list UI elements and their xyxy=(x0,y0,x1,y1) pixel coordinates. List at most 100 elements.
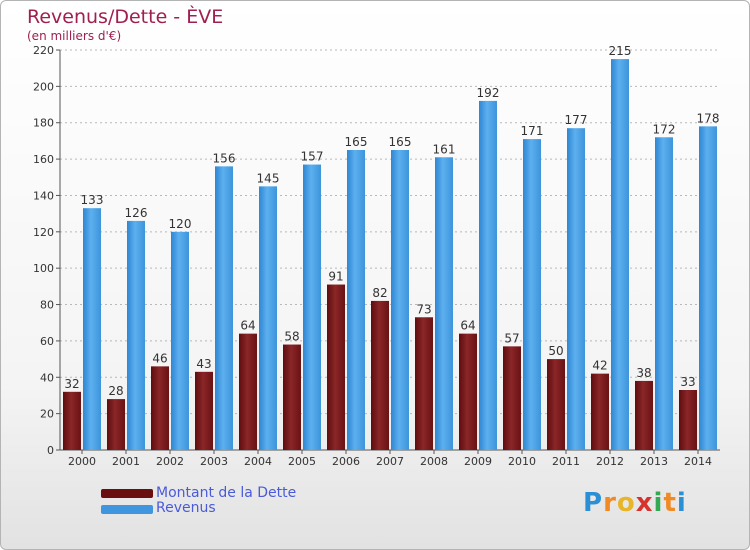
data-label-revenus: 165 xyxy=(345,135,368,149)
chart-subtitle: (en milliers d'€) xyxy=(27,29,122,43)
data-label-revenus: 178 xyxy=(697,111,720,125)
y-tick-label: 180 xyxy=(33,117,54,130)
bar-revenus xyxy=(699,126,717,450)
x-tick-label: 2006 xyxy=(332,455,360,468)
bar-debt xyxy=(503,346,521,450)
data-label-debt: 32 xyxy=(64,377,79,391)
bar-revenus xyxy=(435,157,453,451)
x-tick-label: 2007 xyxy=(376,455,404,468)
bar-debt xyxy=(327,284,345,450)
data-label-revenus: 215 xyxy=(609,44,632,58)
data-label-revenus: 156 xyxy=(213,151,236,165)
data-label-revenus: 133 xyxy=(81,193,104,207)
axes: 0 20 40 60 80 100 120 140 160 180 200 220 2000 2001 20… xyxy=(33,44,720,468)
grid-lines xyxy=(60,49,720,415)
bar-revenus xyxy=(567,128,585,450)
logo-letter: P xyxy=(583,488,604,518)
data-label-debt: 38 xyxy=(636,366,651,380)
bar-debt xyxy=(459,333,477,450)
data-label-debt: 91 xyxy=(328,270,343,284)
y-tick-label: 40 xyxy=(40,371,54,384)
bar-debt xyxy=(415,317,433,450)
legend-label-revenus: Revenus xyxy=(156,500,216,516)
x-tick-label: 2000 xyxy=(68,455,96,468)
logo-letter: t xyxy=(663,488,677,518)
data-label-debt: 82 xyxy=(372,286,387,300)
bar-debt xyxy=(591,373,609,450)
data-label-debt: 33 xyxy=(680,375,695,389)
data-label-revenus: 161 xyxy=(433,142,456,156)
logo-letter: o xyxy=(616,488,636,518)
data-labels: 32 133 28 126 46 120 43 156 64 145 58 157 91 165 82 165… xyxy=(64,44,719,398)
data-label-debt: 64 xyxy=(240,319,255,333)
legend-label-debt: Montant de la Dette xyxy=(156,485,297,501)
logo-letter: i xyxy=(676,488,687,518)
bar-debt xyxy=(547,359,565,450)
bar-revenus xyxy=(655,137,673,451)
data-label-debt: 28 xyxy=(108,384,123,398)
bar-revenus xyxy=(171,231,189,450)
bar-debt xyxy=(195,371,213,450)
y-tick-label: 220 xyxy=(33,44,54,57)
bar-revenus xyxy=(611,59,629,450)
bar-debt xyxy=(635,380,653,450)
x-tick-label: 2004 xyxy=(244,455,272,468)
bar-revenus xyxy=(83,208,101,450)
y-tick-label: 100 xyxy=(33,262,54,275)
legend-swatch-revenus xyxy=(101,505,153,514)
y-tick-label: 140 xyxy=(33,189,54,202)
bar-revenus xyxy=(479,100,497,450)
x-tick-label: 2009 xyxy=(464,455,492,468)
bars xyxy=(63,59,717,451)
bar-debt xyxy=(371,300,389,450)
bar-revenus xyxy=(523,139,541,450)
data-label-revenus: 157 xyxy=(301,150,324,164)
chart-title: Revenus/Dette - ÈVE xyxy=(27,6,224,28)
y-tick-label: 20 xyxy=(40,408,54,421)
logo-letter: x xyxy=(635,488,654,518)
x-tick-label: 2008 xyxy=(420,455,448,468)
legend-swatch-debt xyxy=(101,489,153,498)
x-tick-label: 2011 xyxy=(552,455,580,468)
bar-debt xyxy=(63,391,81,450)
data-label-revenus: 171 xyxy=(521,124,544,138)
x-tick-label: 2010 xyxy=(508,455,536,468)
data-label-revenus: 192 xyxy=(477,86,500,100)
data-label-revenus: 120 xyxy=(169,217,192,231)
bar-debt xyxy=(151,366,169,450)
data-label-debt: 42 xyxy=(592,359,607,373)
data-label-debt: 64 xyxy=(460,319,475,333)
y-tick-label: 60 xyxy=(40,335,54,348)
data-label-debt: 58 xyxy=(284,330,299,344)
x-tick-label: 2013 xyxy=(640,455,668,468)
bar-revenus xyxy=(347,150,365,450)
data-label-revenus: 165 xyxy=(389,135,412,149)
x-tick-label: 2005 xyxy=(288,455,316,468)
x-tick-label: 2014 xyxy=(684,455,712,468)
bar-debt xyxy=(679,390,697,450)
bar-revenus xyxy=(303,164,321,450)
y-tick-label: 0 xyxy=(47,444,54,457)
x-tick-label: 2012 xyxy=(596,455,624,468)
data-label-debt: 50 xyxy=(548,344,563,358)
data-label-revenus: 126 xyxy=(125,206,148,220)
data-label-revenus: 145 xyxy=(257,171,280,185)
x-tick-label: 2001 xyxy=(112,455,140,468)
logo-letter: r xyxy=(603,488,617,518)
bar-revenus xyxy=(215,166,233,450)
data-label-debt: 73 xyxy=(416,302,431,316)
bar-revenus xyxy=(127,220,145,450)
x-tick-label: 2002 xyxy=(156,455,184,468)
y-tick-label: 120 xyxy=(33,226,54,239)
bar-revenus xyxy=(391,150,409,450)
bar-debt xyxy=(107,399,125,450)
bar-debt xyxy=(239,333,257,450)
data-label-debt: 43 xyxy=(196,357,211,371)
y-tick-label: 80 xyxy=(40,299,54,312)
y-tick-label: 200 xyxy=(33,80,54,93)
data-label-revenus: 172 xyxy=(653,122,676,136)
y-tick-label: 160 xyxy=(33,153,54,166)
data-label-debt: 46 xyxy=(152,351,167,365)
bar-debt xyxy=(283,344,301,450)
